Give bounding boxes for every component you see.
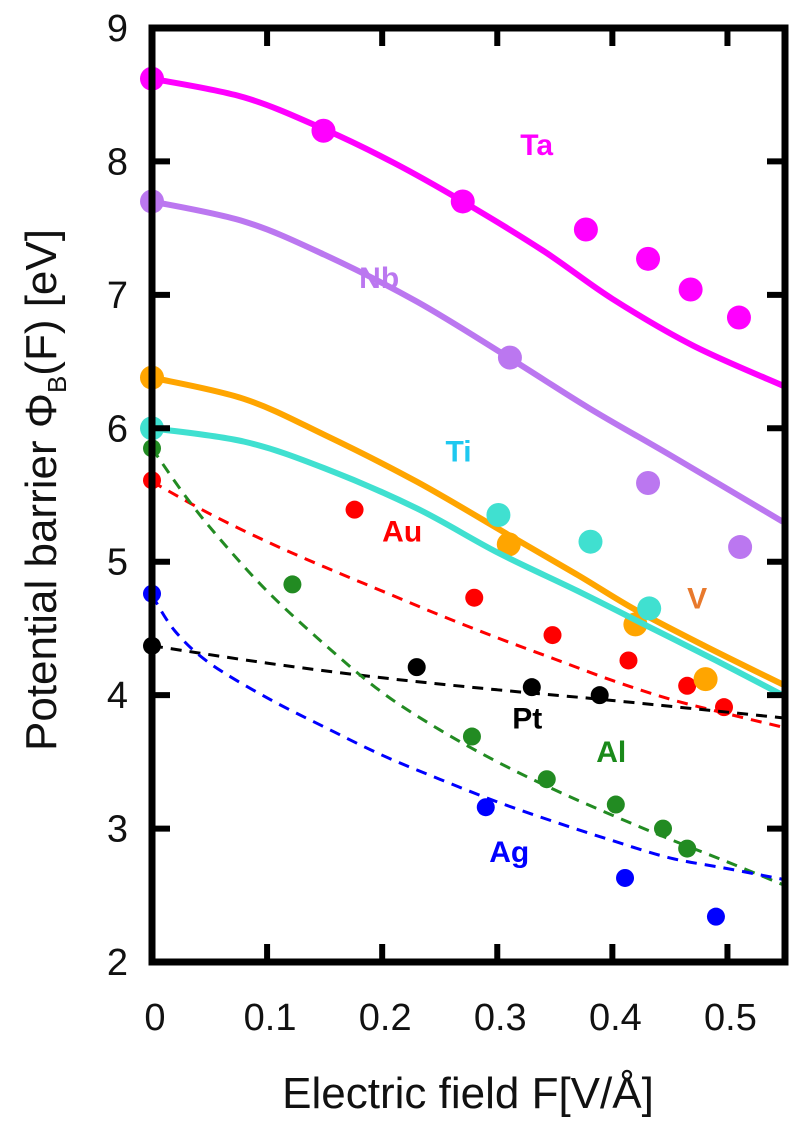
nb-fit-curve bbox=[151, 198, 785, 525]
series-ta bbox=[140, 66, 784, 389]
au-data-point bbox=[345, 500, 364, 519]
pt-data-point bbox=[590, 686, 609, 705]
nb-series-label: Nb bbox=[359, 262, 399, 295]
x-tick-labels: 0 0.1 0.2 0.3 0.4 0.5 bbox=[144, 997, 756, 1039]
v-data-point bbox=[693, 667, 718, 692]
y-axis-title-subscript: B bbox=[42, 376, 72, 393]
ag-fit-curve bbox=[150, 594, 783, 881]
y-tick-label: 7 bbox=[107, 275, 128, 317]
ta-data-point bbox=[573, 217, 598, 242]
au-data-point bbox=[715, 698, 734, 717]
series-ag bbox=[143, 584, 783, 926]
x-tick-label: 0.2 bbox=[359, 997, 412, 1039]
nb-data-point bbox=[636, 470, 661, 495]
al-data-point bbox=[537, 770, 556, 789]
x-tick-label: 0.3 bbox=[474, 997, 527, 1039]
axes-frame bbox=[148, 24, 789, 966]
y-axis-title: Potential barrier ΦB(F) [eV] bbox=[17, 229, 72, 751]
ag-series-label: Ag bbox=[489, 836, 529, 869]
ti-fit-curve bbox=[151, 425, 785, 698]
ta-data-point bbox=[678, 277, 703, 302]
al-fit-curve bbox=[150, 447, 784, 886]
al-data-point bbox=[283, 575, 302, 594]
series-layer bbox=[140, 66, 785, 926]
x-tick-label: 0 bbox=[144, 997, 165, 1039]
series-v bbox=[140, 365, 785, 692]
au-data-point bbox=[678, 676, 697, 695]
plot-frame bbox=[148, 24, 789, 966]
ta-fit-curve bbox=[151, 75, 784, 389]
y-tick-label: 3 bbox=[107, 809, 128, 851]
pt-data-point bbox=[522, 678, 541, 697]
y-axis-title-rest: (F) [eV] bbox=[17, 229, 66, 376]
au-data-point bbox=[619, 651, 638, 670]
ta-data-point bbox=[450, 189, 475, 214]
v-series-label: V bbox=[687, 582, 707, 615]
ta-data-point bbox=[311, 118, 336, 143]
au-data-point bbox=[543, 626, 562, 645]
ag-data-point bbox=[616, 868, 635, 887]
ti-data-point bbox=[637, 596, 662, 621]
y-tick-label: 6 bbox=[107, 408, 128, 450]
ag-data-point bbox=[476, 798, 495, 817]
ag-data-point bbox=[706, 907, 725, 926]
y-axis-title-main: Potential barrier Φ bbox=[17, 393, 66, 751]
y-tick-label: 5 bbox=[107, 542, 128, 584]
ti-data-point bbox=[486, 503, 511, 528]
x-tick-label: 0.4 bbox=[589, 997, 642, 1039]
series-al bbox=[143, 439, 784, 886]
y-tick-label: 4 bbox=[107, 675, 128, 717]
y-tick-label: 2 bbox=[107, 942, 128, 984]
y-tick-labels: 2 3 4 5 6 7 8 9 bbox=[107, 8, 128, 984]
tick-marks bbox=[152, 28, 785, 962]
ti-series-label: Ti bbox=[445, 436, 471, 469]
nb-data-point bbox=[497, 345, 522, 370]
series-labels: Ta Nb V Ti Au Pt Al Ag bbox=[359, 129, 707, 869]
series-nb bbox=[140, 189, 785, 560]
x-tick-label: 0.5 bbox=[704, 997, 757, 1039]
x-tick-label: 0.1 bbox=[244, 997, 297, 1039]
nb-data-point bbox=[728, 535, 753, 560]
pt-series-label: Pt bbox=[512, 703, 542, 736]
al-data-point bbox=[462, 727, 481, 746]
pt-fit-curve bbox=[151, 644, 783, 720]
al-series-label: Al bbox=[596, 736, 626, 769]
x-axis-title: Electric field F[V/Å] bbox=[282, 1069, 654, 1118]
v-data-point bbox=[496, 532, 521, 557]
ti-data-point bbox=[578, 529, 603, 554]
series-pt bbox=[143, 636, 783, 720]
pt-data-point bbox=[407, 658, 426, 677]
al-data-point bbox=[606, 795, 625, 814]
v-fit-curve bbox=[151, 374, 785, 688]
al-data-point bbox=[678, 839, 697, 858]
y-tick-label: 8 bbox=[107, 141, 128, 183]
ta-data-point bbox=[726, 305, 751, 330]
au-data-point bbox=[465, 588, 484, 607]
au-series-label: Au bbox=[382, 516, 422, 549]
ta-series-label: Ta bbox=[520, 129, 553, 162]
al-data-point bbox=[654, 819, 673, 838]
y-tick-label: 9 bbox=[107, 8, 128, 50]
ta-data-point bbox=[636, 246, 661, 271]
